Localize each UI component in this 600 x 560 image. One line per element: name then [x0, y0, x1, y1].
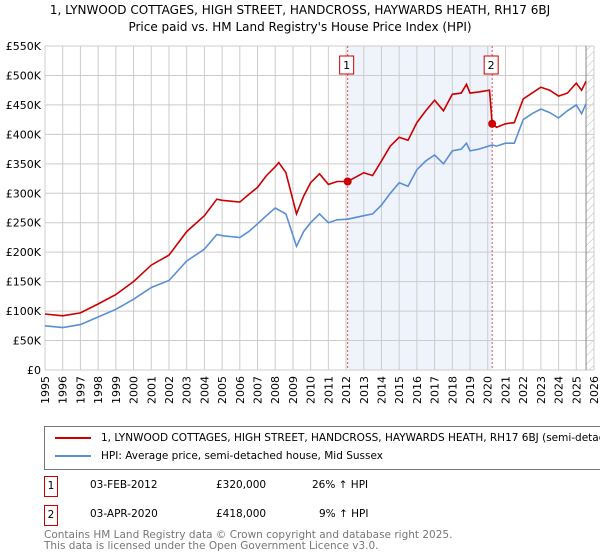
x-tick-label: 1995	[39, 376, 52, 404]
chart-subtitle: Price paid vs. HM Land Registry's House …	[128, 20, 472, 34]
x-tick-label: 2001	[145, 376, 158, 404]
x-tick-label: 2011	[322, 376, 335, 404]
x-tick-label: 2005	[216, 376, 229, 404]
x-tick-label: 2013	[358, 376, 371, 404]
x-tick-label: 2016	[411, 376, 424, 404]
x-tick-label: 2015	[393, 376, 406, 404]
x-tick-label: 2018	[446, 376, 459, 404]
legend-item-hpi: HPI: Average price, semi-detached house,…	[55, 450, 383, 462]
y-tick-label: £400K	[6, 128, 42, 141]
sale-label: 2	[488, 59, 495, 72]
sale-point	[343, 177, 352, 186]
price-chart: 1995 1996 1997 1998 1999 2000 2001 2002 2003 2004…	[6, 40, 600, 404]
x-tick-label: 2002	[163, 376, 176, 404]
x-tick-label: 2020	[482, 376, 495, 404]
legend-swatch	[55, 455, 91, 457]
x-tick-label: 2003	[181, 376, 194, 404]
forecast-hatch	[586, 46, 594, 370]
y-tick-label: £150K	[6, 276, 42, 289]
hpi-line	[44, 103, 587, 329]
x-tick-label: 2022	[517, 376, 530, 404]
sale-label-box	[483, 55, 499, 75]
x-tick-label: 2010	[305, 376, 318, 404]
sale-period-shading	[347, 46, 493, 370]
sale-badge: 1	[44, 476, 58, 497]
y-tick-label: £50K	[13, 335, 42, 348]
x-tick-label: 1996	[57, 376, 70, 404]
chart-title: 1, LYNWOOD COTTAGES, HIGH STREET, HANDCR…	[49, 3, 551, 17]
x-tick-label: 1998	[92, 376, 105, 404]
property-price-line	[44, 80, 587, 317]
y-tick-label: £300K	[6, 187, 42, 200]
x-tick-label: 2024	[553, 376, 566, 404]
x-tick-label: 2025	[570, 376, 583, 404]
x-tick-label: 2008	[269, 376, 282, 404]
sale-badge: 2	[44, 505, 58, 526]
sale-date: 03-FEB-2012	[90, 479, 158, 491]
legend: 1, LYNWOOD COTTAGES, HIGH STREET, HANDCR…	[44, 426, 600, 470]
x-tick-label: 2009	[287, 376, 300, 404]
x-tick-label: 2006	[234, 376, 247, 404]
sale-date: 03-APR-2020	[90, 508, 158, 520]
legend-swatch	[55, 437, 91, 439]
legend-label: HPI: Average price, semi-detached house,…	[101, 450, 383, 462]
y-tick-label: £450K	[6, 99, 42, 112]
x-tick-label: 2023	[535, 376, 548, 404]
sale-hpi: 9% ↑ HPI	[319, 508, 369, 520]
x-tick-label: 2026	[588, 376, 600, 404]
sale-label-box	[339, 55, 355, 75]
x-tick-label: 2021	[499, 376, 512, 404]
y-tick-label: £0	[27, 364, 41, 377]
footer: Contains HM Land Registry data © Crown c…	[44, 530, 452, 552]
y-tick-label: £250K	[6, 217, 42, 230]
sale-price: £418,000	[216, 508, 267, 520]
legend-label: 1, LYNWOOD COTTAGES, HIGH STREET, HANDCR…	[101, 432, 600, 444]
legend-item-property: 1, LYNWOOD COTTAGES, HIGH STREET, HANDCR…	[55, 432, 600, 444]
sale-label: 1	[343, 59, 350, 72]
sale-price: £320,000	[216, 479, 267, 491]
y-tick-label: £350K	[6, 158, 42, 171]
x-tick-label: 1999	[110, 376, 123, 404]
y-tick-label: £100K	[6, 305, 42, 318]
x-tick-label: 2004	[198, 376, 211, 404]
sale-hpi: 26% ↑ HPI	[312, 479, 369, 491]
footer-line: This data is licensed under the Open Gov…	[44, 540, 379, 552]
y-tick-label: £200K	[6, 246, 42, 259]
x-tick-label: 2007	[252, 376, 265, 404]
y-tick-label: £550K	[6, 40, 42, 53]
x-tick-label: 2014	[375, 376, 388, 404]
x-tick-label: 2012	[340, 376, 353, 404]
y-tick-label: £500K	[6, 69, 42, 82]
x-tick-label: 1997	[74, 376, 87, 404]
x-tick-label: 2000	[128, 376, 141, 404]
sale-point	[488, 119, 497, 128]
footer-line: Contains HM Land Registry data © Crown c…	[44, 529, 453, 541]
x-tick-label: 2019	[464, 376, 477, 404]
x-tick-label: 2017	[429, 376, 442, 404]
